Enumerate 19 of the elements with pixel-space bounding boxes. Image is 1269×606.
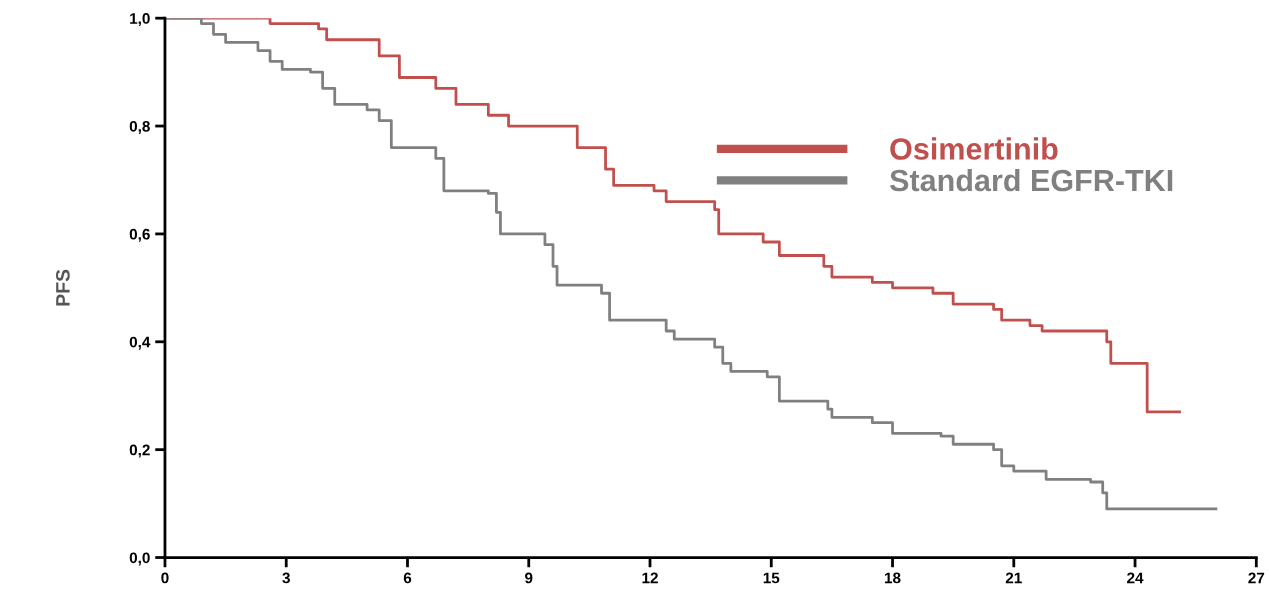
y-axis-title: PFS — [55, 269, 70, 306]
x-tick-label: 0 — [161, 572, 169, 584]
y-tick-label: 0,0 — [129, 552, 150, 566]
legend-label: Standard EGFR-TKI — [889, 168, 1173, 192]
x-tick-label: 6 — [403, 572, 412, 584]
x-tick-label: 21 — [1005, 572, 1022, 584]
legend-label: Osimertinib — [890, 137, 1058, 160]
y-tick-label: 0,8 — [129, 120, 150, 134]
x-tick-label: 3 — [282, 572, 290, 584]
x-tick-label: 9 — [525, 572, 533, 584]
y-tick-label: 0,4 — [129, 336, 151, 350]
x-tick-label: 12 — [642, 572, 658, 584]
x-tick-label: 27 — [1248, 572, 1265, 584]
x-tick-label: 24 — [1127, 572, 1144, 584]
y-tick-label: 0,2 — [129, 444, 150, 458]
y-tick-label: 0,6 — [129, 228, 150, 242]
x-tick-label: 18 — [885, 572, 901, 584]
y-tick-label: 1,0 — [130, 13, 150, 27]
x-tick-label: 15 — [763, 572, 780, 584]
